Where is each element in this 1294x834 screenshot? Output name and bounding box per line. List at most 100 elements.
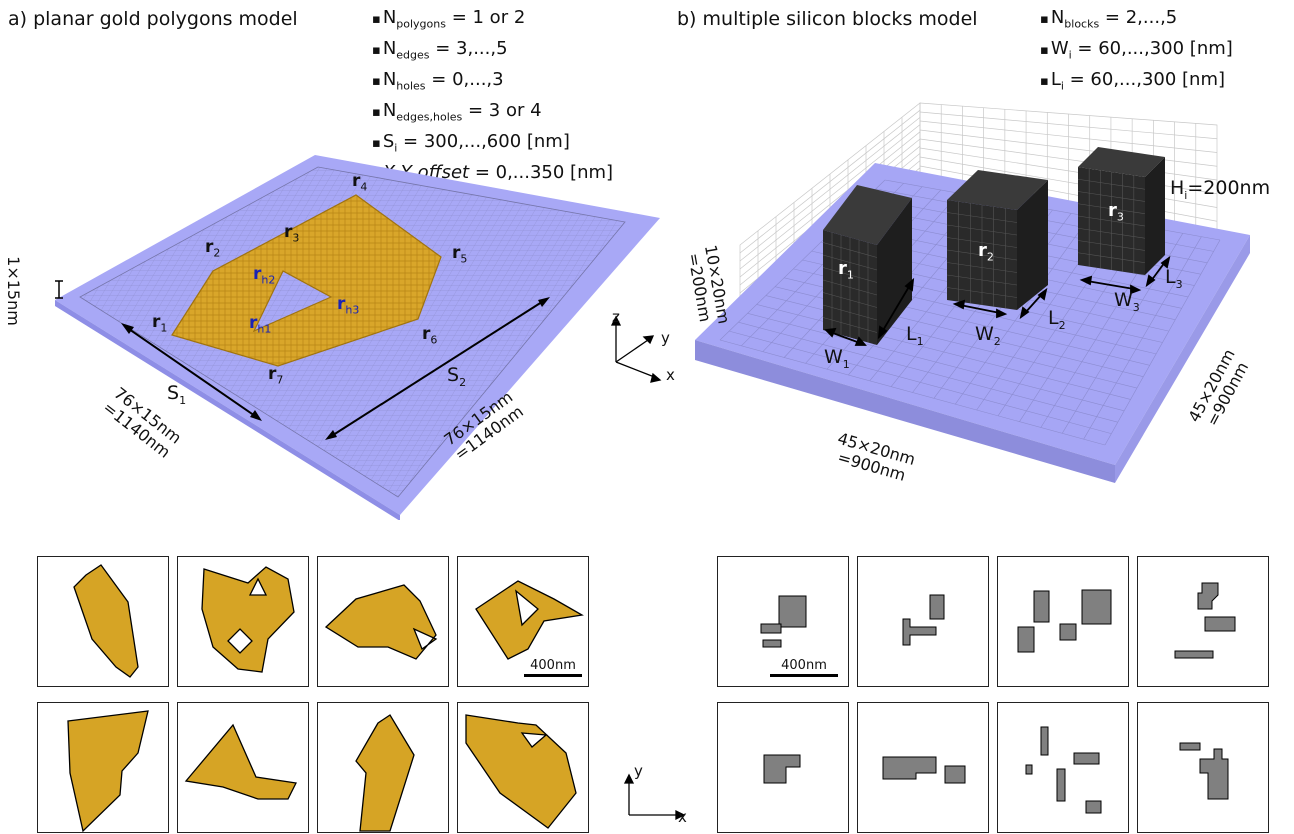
- s2-arrowhead-start: [325, 430, 337, 440]
- polygon-example-5: [37, 702, 169, 833]
- example-polygon: [355, 714, 415, 832]
- s1-arrowhead-start: [121, 323, 134, 334]
- block-r2: [947, 170, 1048, 310]
- label-block-r1: r1: [838, 258, 854, 282]
- example-polygon: [324, 584, 438, 660]
- param-length: Li = 60,...,300 [nm]: [1040, 68, 1233, 99]
- gold-grid-border: [79, 166, 626, 498]
- gold-polygon: [171, 194, 442, 367]
- polygon-example-1: [37, 556, 169, 687]
- polygon-example-4: 400nm: [457, 556, 589, 687]
- blocks-example-3: [997, 556, 1129, 687]
- xyz-axes: [610, 315, 662, 383]
- s1-arrowhead-end: [250, 410, 262, 421]
- label-r2: r2: [205, 237, 221, 260]
- polygon-example-6: [177, 702, 309, 833]
- label-r6: r6: [422, 324, 438, 347]
- example-polygon: [184, 723, 297, 800]
- example-block: [1085, 800, 1102, 814]
- example-block: [944, 765, 966, 784]
- example-block: [1025, 764, 1033, 775]
- example-block: [1204, 616, 1236, 632]
- example-polygon: [73, 564, 139, 678]
- label-w3: W3: [1114, 289, 1140, 314]
- blocks-substrate-side: [1115, 235, 1250, 483]
- axis-z-label: z: [612, 308, 620, 326]
- axis-x-label: x: [666, 366, 675, 384]
- axis2d-x-label: x: [678, 808, 687, 826]
- label-r5: r5: [452, 243, 468, 266]
- example-polygon: [465, 714, 577, 829]
- blocks-example-8: [1137, 702, 1269, 833]
- blocks-example-7: [997, 702, 1129, 833]
- s2-arrowhead-end: [538, 297, 550, 307]
- label-l3: L3: [1165, 266, 1183, 291]
- axis2d-y-label: y: [634, 762, 643, 780]
- left-params-list: Npolygons = 1 or 2 Nedges = 3,...,5 Nhol…: [372, 6, 613, 188]
- label-rh1: rh1: [249, 313, 272, 336]
- axis-y-label: y: [661, 329, 670, 347]
- label-w2: W2: [975, 323, 1001, 348]
- example-block: [1033, 590, 1050, 623]
- scale-bar-blocks: 400nm: [770, 658, 838, 677]
- label-l2: L2: [1048, 307, 1066, 332]
- label-w1: W1: [824, 346, 850, 371]
- param-width: Wi = 60,...,300 [nm]: [1040, 37, 1233, 68]
- polygon-example-3: [317, 556, 449, 687]
- example-block: [1073, 752, 1100, 765]
- param-n-polygons: Npolygons = 1 or 2: [372, 6, 613, 37]
- blocks-substrate-edge: [695, 340, 1115, 483]
- example-polygon: [201, 566, 295, 673]
- label-rh2: rh2: [253, 264, 276, 287]
- right-params-list: Nblocks = 2,...,5 Wi = 60,...,300 [nm] L…: [1040, 6, 1233, 99]
- example-block: [1059, 623, 1077, 641]
- left-model-title: a) planar gold polygons model: [8, 8, 298, 30]
- blocks-example-4: [1137, 556, 1269, 687]
- example-block: [760, 623, 782, 634]
- s1-arrow: [125, 326, 259, 419]
- gold-polygon-3d-scene: [55, 155, 662, 520]
- example-block: [1199, 748, 1229, 800]
- gold-substrate-edge: [55, 300, 400, 520]
- example-block: [1081, 589, 1112, 625]
- polygon-example-8: [457, 702, 589, 833]
- thickness-label: 1×15nm: [3, 256, 23, 326]
- example-block: [1174, 650, 1214, 659]
- scale-bar-polygons: 400nm: [524, 658, 582, 677]
- blocks-example-1: 400nm: [717, 556, 849, 687]
- blocks-example-5: [717, 702, 849, 833]
- xy-axes-2d: [623, 773, 686, 821]
- label-s1: S1: [167, 382, 187, 407]
- example-block: [882, 756, 937, 780]
- thickness-marker: [55, 280, 63, 299]
- height-label: Hi=200nm: [1170, 177, 1271, 202]
- polygon-example-2: [177, 556, 309, 687]
- example-block: [1040, 726, 1049, 756]
- example-block: [778, 595, 807, 628]
- example-block: [763, 754, 801, 784]
- block-dimension-arrows: [824, 255, 1171, 346]
- example-polygon: [475, 580, 584, 660]
- label-block-r3: r3: [1108, 200, 1124, 224]
- example-block: [1017, 626, 1035, 653]
- blocks-example-6: [857, 702, 989, 833]
- label-s2: S2: [447, 364, 467, 389]
- label-l1: L1: [906, 323, 924, 348]
- blocks-example-2: [857, 556, 989, 687]
- label-r4: r4: [352, 171, 368, 194]
- example-block: [902, 618, 937, 646]
- label-block-r2: r2: [978, 240, 994, 264]
- polygon-example-7: [317, 702, 449, 833]
- param-side-length: Si = 300,...,600 [nm]: [372, 130, 613, 161]
- example-block: [1056, 768, 1066, 802]
- param-n-blocks: Nblocks = 2,...,5: [1040, 6, 1233, 37]
- param-n-holes: Nholes = 0,...,3: [372, 68, 613, 99]
- example-block: [929, 594, 945, 620]
- label-r3: r3: [284, 222, 300, 245]
- label-r1: r1: [152, 312, 168, 335]
- example-block: [1197, 582, 1219, 610]
- param-n-edges-holes: Nedges,holes = 3 or 4: [372, 99, 613, 130]
- label-rh3: rh3: [337, 294, 360, 317]
- label-r7: r7: [268, 364, 284, 387]
- example-polygon: [67, 710, 149, 833]
